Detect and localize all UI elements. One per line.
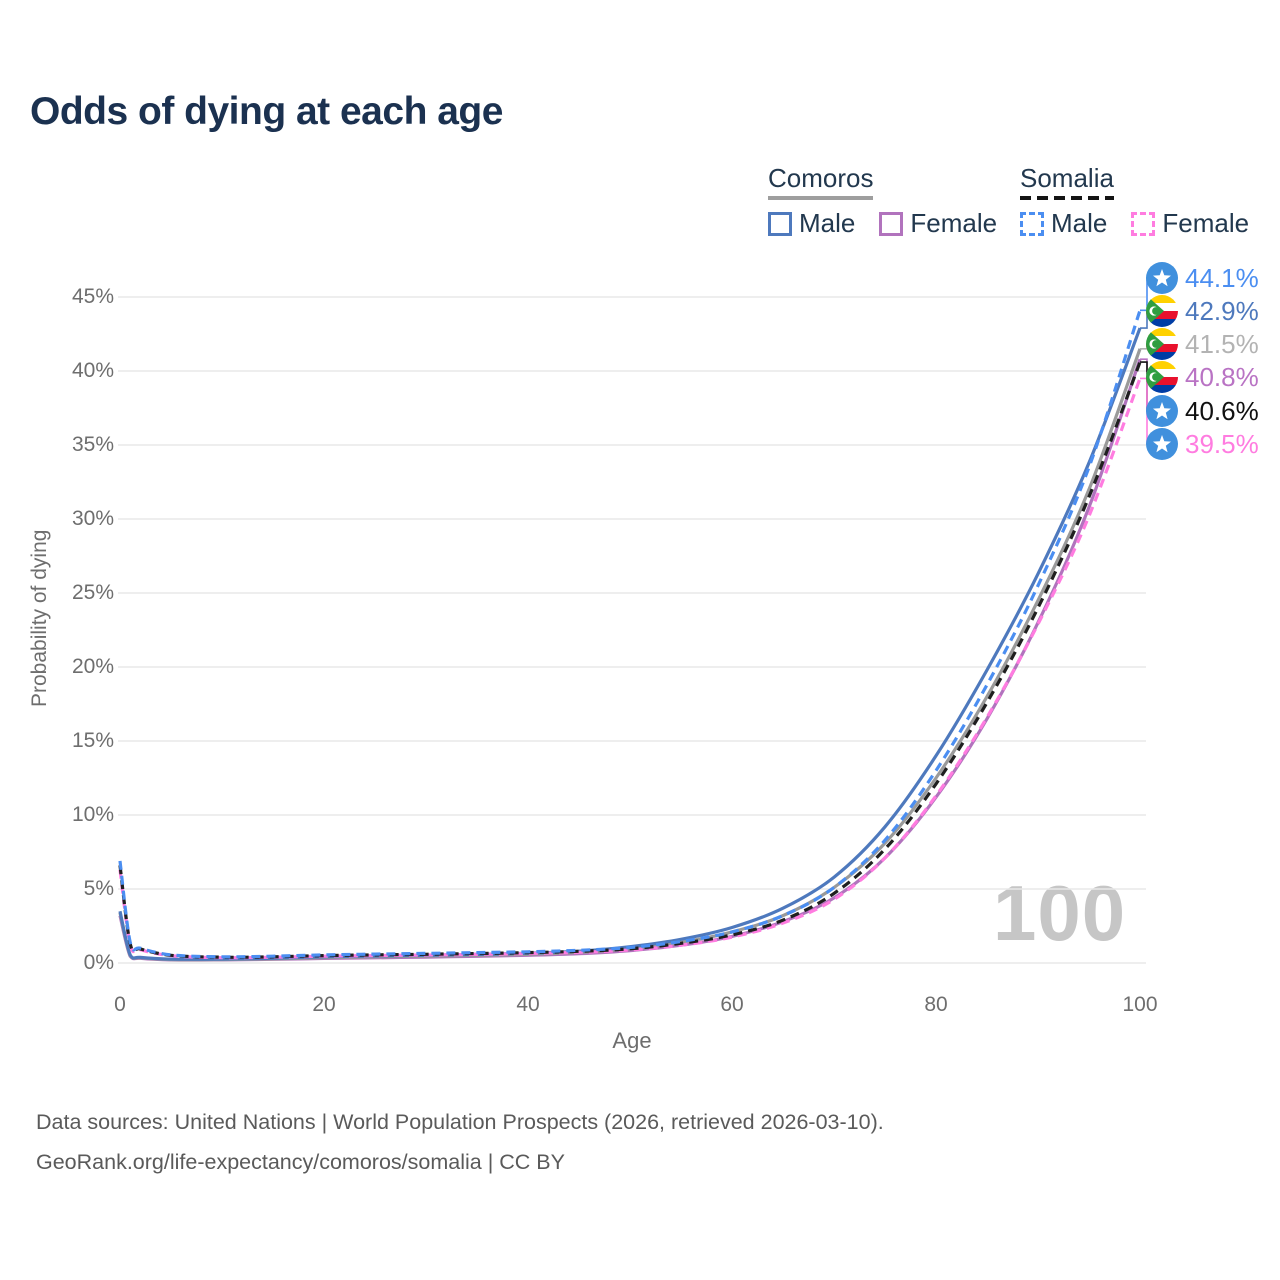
end-label-value: 39.5% xyxy=(1185,428,1259,459)
comoros-solid-line-swatch xyxy=(768,196,874,200)
legend-item-somalia-male[interactable]: Male xyxy=(1020,208,1107,239)
somalia-flag-icon xyxy=(1146,395,1178,427)
legend-country-label: Comoros xyxy=(768,163,874,193)
end-label-value: 40.8% xyxy=(1185,361,1259,392)
y-tick: 40% xyxy=(71,359,114,382)
y-tick: 0% xyxy=(83,951,114,974)
end-label-value: 44.1% xyxy=(1185,262,1259,293)
legend-item-label: Male xyxy=(799,208,856,238)
y-tick: 10% xyxy=(71,803,114,826)
legend-country-somalia[interactable]: Somalia xyxy=(1020,163,1114,200)
legend-item-comoros-male[interactable]: Male xyxy=(768,208,855,239)
legend-group-somalia: Somalia Male Female xyxy=(1020,163,1249,239)
attribution-note: GeoRank.org/life-expectancy/comoros/soma… xyxy=(36,1150,565,1174)
y-tick: 35% xyxy=(71,433,114,456)
end-label-comoros-male[interactable]: 42.9% xyxy=(1146,294,1259,328)
end-label-comoros-both[interactable]: 41.5% xyxy=(1146,327,1259,361)
y-tick: 45% xyxy=(71,285,114,308)
y-tick: 15% xyxy=(71,729,114,752)
y-tick: 20% xyxy=(71,655,114,678)
somalia-flag-icon xyxy=(1146,428,1178,460)
legend-country-comoros[interactable]: Comoros xyxy=(768,163,874,200)
end-label-somalia-male[interactable]: 44.1% xyxy=(1146,261,1259,295)
x-tick: 40 xyxy=(516,993,540,1016)
series-line-somalia-male[interactable] xyxy=(118,309,1142,959)
x-tick: 80 xyxy=(924,993,948,1016)
series-line-comoros-male[interactable] xyxy=(118,327,1142,961)
comoros-flag-icon xyxy=(1146,295,1178,327)
somalia-dashed-line-swatch xyxy=(1020,196,1114,200)
end-label-somalia-both[interactable]: 40.6% xyxy=(1146,394,1259,428)
x-tick: 60 xyxy=(720,993,744,1016)
legend-items-comoros: Male Female xyxy=(768,208,997,239)
x-tick: 0 xyxy=(114,993,126,1016)
somalia-female-swatch xyxy=(1131,211,1156,236)
legend-items-somalia: Male Female xyxy=(1020,208,1249,239)
end-label-value: 40.6% xyxy=(1185,395,1259,426)
age-watermark: 100 xyxy=(993,869,1127,957)
legend-item-label: Female xyxy=(1162,208,1250,238)
end-label-value: 41.5% xyxy=(1185,328,1259,359)
end-label-comoros-female[interactable]: 40.8% xyxy=(1146,360,1259,394)
comoros-flag-icon xyxy=(1146,361,1178,393)
somalia-male-swatch xyxy=(1020,211,1044,236)
page-title: Odds of dying at each age xyxy=(30,90,503,133)
series-line-comoros-female[interactable] xyxy=(118,358,1142,962)
y-tick: 30% xyxy=(71,507,114,530)
x-tick: 100 xyxy=(1122,993,1158,1016)
somalia-flag-icon xyxy=(1146,262,1178,294)
legend-item-comoros-female[interactable]: Female xyxy=(879,208,997,239)
series-line-comoros-both[interactable] xyxy=(118,348,1142,962)
x-axis-title: Age xyxy=(612,1028,652,1053)
data-sources-note: Data sources: United Nations | World Pop… xyxy=(36,1110,884,1134)
legend-item-label: Female xyxy=(910,208,998,238)
x-tick: 20 xyxy=(312,993,336,1016)
y-tick: 25% xyxy=(71,581,114,604)
legend-item-somalia-female[interactable]: Female xyxy=(1131,208,1249,239)
comoros-male-swatch xyxy=(768,211,792,236)
legend-country-label: Somalia xyxy=(1020,163,1114,193)
y-tick: 5% xyxy=(83,877,114,900)
comoros-female-swatch xyxy=(879,211,904,236)
end-label-somalia-female[interactable]: 39.5% xyxy=(1146,427,1259,461)
end-label-value: 42.9% xyxy=(1185,295,1259,326)
comoros-flag-icon xyxy=(1146,328,1178,360)
legend-item-label: Male xyxy=(1051,208,1108,238)
legend-group-comoros: Comoros Male Female xyxy=(768,163,997,239)
y-axis-title: Probability of dying xyxy=(28,529,51,707)
series-line-somalia-both[interactable] xyxy=(118,361,1142,959)
